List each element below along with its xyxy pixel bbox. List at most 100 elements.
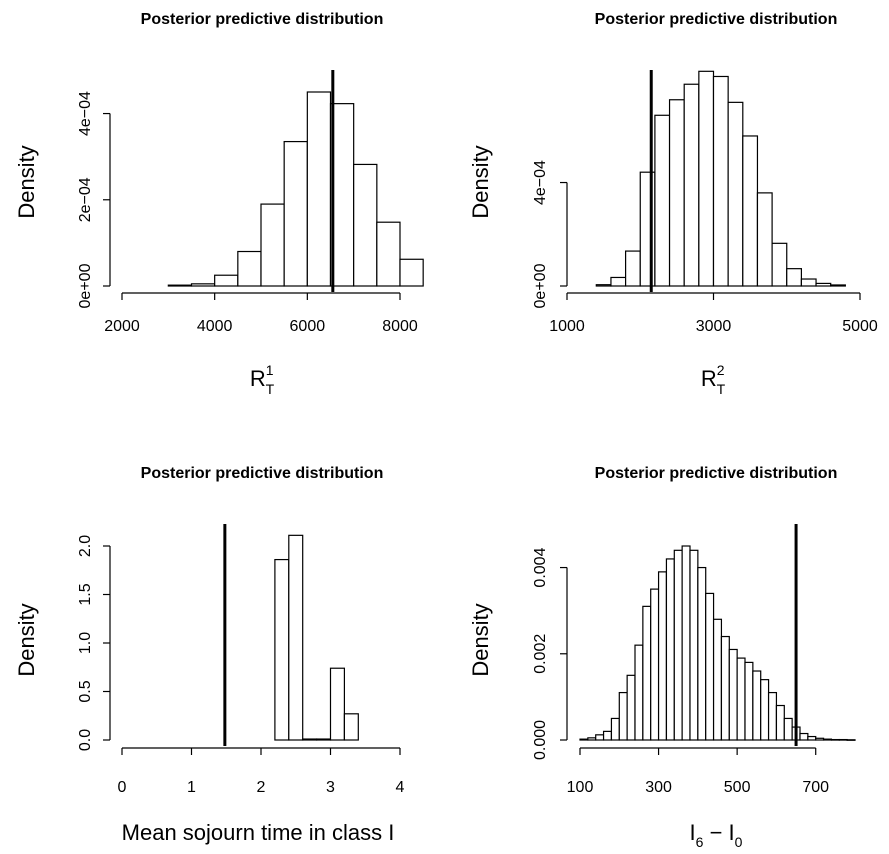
x-tick-label: 5000 bbox=[842, 318, 878, 335]
x-axis-label-base: R bbox=[250, 366, 266, 391]
histogram-bar bbox=[587, 737, 597, 741]
y-tick-label: 0.000 bbox=[532, 720, 549, 760]
panel-r1-histogram: Posterior predictive distribution Densit… bbox=[14, 11, 424, 397]
histogram-bar bbox=[822, 738, 833, 741]
histogram-bar bbox=[756, 192, 773, 287]
panel-title: Posterior predictive distribution bbox=[595, 11, 838, 28]
histogram-bar bbox=[642, 605, 652, 741]
x-axis-label: R2 T bbox=[701, 362, 726, 397]
histogram-bar bbox=[799, 732, 809, 741]
histogram-bar bbox=[237, 250, 262, 287]
y-tick-label: 2e−04 bbox=[77, 177, 94, 222]
histogram-bar bbox=[673, 549, 683, 741]
histogram-bar bbox=[579, 738, 589, 741]
histogram-bar bbox=[283, 140, 308, 287]
panel-sojourn-histogram: Posterior predictive distribution Densit… bbox=[14, 465, 405, 845]
plot-area: 1000 3000 5000 0e+00 4e−04 bbox=[532, 70, 878, 335]
x-tick-label: 2000 bbox=[104, 318, 140, 335]
plot-area: 100 300 500 700 0.000 0.002 0.004 bbox=[532, 524, 856, 796]
x-axis-label-mid: − I bbox=[703, 820, 734, 845]
histogram-bar bbox=[830, 284, 846, 287]
plot-area: 0 1 2 3 4 0.0 0.5 1.0 1.5 2.0 bbox=[77, 524, 405, 796]
histogram-bar bbox=[727, 101, 744, 287]
y-tick-label: 0.0 bbox=[77, 729, 94, 751]
histogram-bar bbox=[343, 713, 359, 741]
histogram-bar bbox=[668, 99, 685, 287]
panel-title: Posterior predictive distribution bbox=[141, 11, 384, 28]
histogram-bar bbox=[683, 83, 700, 287]
x-tick-label: 8000 bbox=[382, 318, 418, 335]
histogram-bar bbox=[190, 283, 216, 287]
x-axis-label-sub: T bbox=[717, 381, 726, 397]
x-tick-label: 300 bbox=[645, 779, 672, 796]
histogram-bar bbox=[288, 534, 304, 741]
x-axis-label: Mean sojourn time in class I bbox=[122, 820, 395, 845]
x-tick-label: 4 bbox=[396, 779, 405, 796]
histogram-bar bbox=[830, 738, 840, 741]
histogram-bar bbox=[214, 274, 239, 287]
y-tick-label: 0.002 bbox=[532, 634, 549, 674]
histogram-bar bbox=[783, 717, 793, 741]
histogram-bar bbox=[316, 738, 332, 741]
histogram-bar bbox=[654, 114, 671, 287]
histogram-bar bbox=[815, 282, 832, 287]
histogram-bar bbox=[167, 284, 193, 287]
histogram-bar bbox=[657, 571, 668, 741]
histogram-bar bbox=[610, 717, 620, 741]
x-axis-label: I6 − I0 bbox=[690, 820, 743, 850]
y-axis-label: Density bbox=[468, 603, 493, 676]
x-tick-label: 4000 bbox=[197, 318, 233, 335]
histogram-bar bbox=[846, 739, 856, 741]
panel-title: Posterior predictive distribution bbox=[141, 465, 384, 482]
histogram-bar bbox=[838, 738, 848, 741]
histogram-bar bbox=[399, 258, 424, 287]
histogram-bar bbox=[634, 644, 644, 741]
y-tick-label: 0.004 bbox=[532, 547, 549, 587]
x-tick-label: 100 bbox=[567, 779, 594, 796]
x-tick-label: 3000 bbox=[696, 318, 732, 335]
y-tick-label: 0e+00 bbox=[532, 263, 549, 308]
histogram-bar bbox=[800, 278, 817, 287]
histogram-bar bbox=[775, 704, 785, 741]
x-tick-label: 3 bbox=[326, 779, 335, 796]
histogram-bar bbox=[626, 674, 636, 741]
x-axis-label-sup: 2 bbox=[717, 362, 725, 378]
histogram-bar bbox=[665, 558, 675, 741]
panel-r2-histogram: Posterior predictive distribution Densit… bbox=[468, 11, 878, 397]
x-tick-label: 700 bbox=[802, 779, 829, 796]
histogram-bar bbox=[602, 730, 613, 741]
y-tick-label: 1.5 bbox=[77, 583, 94, 605]
x-axis-label-sub2: 0 bbox=[735, 834, 743, 850]
histogram-bar bbox=[306, 91, 332, 287]
x-axis-label-sub: T bbox=[266, 381, 275, 397]
histogram-bar bbox=[712, 75, 729, 287]
x-tick-label: 1 bbox=[187, 779, 196, 796]
histogram-bar bbox=[742, 135, 759, 287]
panel-i6-i0-histogram: Posterior predictive distribution Densit… bbox=[468, 465, 856, 850]
histogram-bar bbox=[736, 657, 746, 741]
histogram-bar bbox=[807, 735, 817, 741]
y-tick-label: 4e−04 bbox=[77, 91, 94, 136]
histogram-bar bbox=[697, 566, 707, 741]
x-tick-label: 2 bbox=[257, 779, 266, 796]
histogram-bar bbox=[376, 221, 401, 287]
histogram-bar bbox=[302, 738, 318, 741]
y-axis-label: Density bbox=[14, 603, 39, 676]
histogram-bar bbox=[705, 592, 715, 741]
x-axis-label-sup: 1 bbox=[266, 362, 274, 378]
histogram-bar bbox=[815, 737, 825, 741]
x-tick-label: 500 bbox=[724, 779, 751, 796]
x-tick-label: 0 bbox=[118, 779, 127, 796]
x-axis-label-sub1: 6 bbox=[696, 834, 704, 850]
histogram-bar bbox=[650, 588, 660, 741]
x-axis-label: R1 T bbox=[250, 362, 275, 397]
panel-title: Posterior predictive distribution bbox=[595, 465, 838, 482]
x-tick-label: 1000 bbox=[549, 318, 585, 335]
histogram-bar bbox=[618, 691, 628, 741]
histogram-bar bbox=[624, 250, 641, 287]
y-tick-label: 2.0 bbox=[77, 535, 94, 557]
histogram-bar bbox=[681, 545, 691, 741]
x-axis-label-base: R bbox=[701, 366, 717, 391]
histogram-bar bbox=[353, 163, 378, 287]
